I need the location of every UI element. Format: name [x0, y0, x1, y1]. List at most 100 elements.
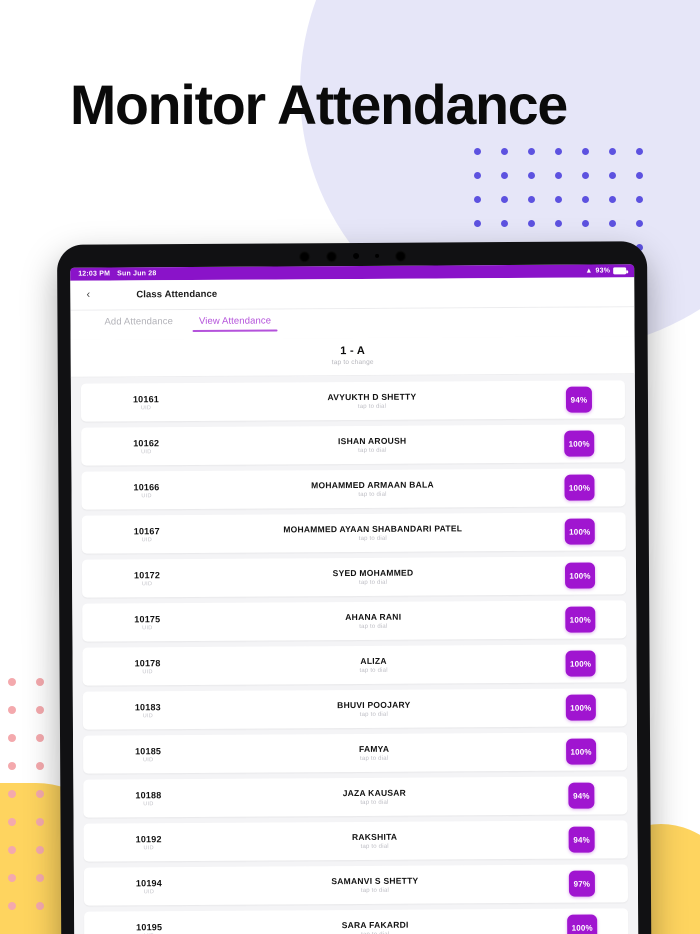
- student-uid-cell: 10161 UID: [91, 393, 201, 411]
- decorative-dot: [36, 902, 44, 910]
- table-row[interactable]: 10175 UID AHANA RANI tap to dial 100%: [82, 600, 627, 642]
- student-name-cell[interactable]: MOHAMMED AYAAN SHABANDARI PATEL tap to di…: [202, 523, 544, 543]
- student-uid-value: 10161: [132, 393, 159, 404]
- status-badge[interactable]: 97%: [568, 870, 595, 897]
- student-uid-value: 10192: [135, 833, 162, 844]
- device-sensor-array: [57, 248, 647, 264]
- back-chevron-icon[interactable]: ‹: [86, 288, 91, 301]
- attendance-percent-cell: 100%: [543, 474, 615, 501]
- decorative-dot: [8, 762, 16, 770]
- class-selector[interactable]: 1 - A tap to change: [70, 336, 635, 378]
- table-row[interactable]: 10194 UID SAMANVI S SHETTY tap to dial 97%: [83, 864, 629, 906]
- student-attendance-list[interactable]: 10161 UID AVYUKTH D SHETTY tap to dial 94% 10…: [70, 374, 639, 934]
- student-name-cell[interactable]: AHANA RANI tap to dial: [202, 611, 544, 631]
- student-name-cell[interactable]: JAZA KAUSAR tap to dial: [203, 787, 545, 807]
- decorative-dot: [8, 874, 16, 882]
- camera-icon: [298, 250, 310, 262]
- status-badge[interactable]: 100%: [567, 914, 597, 934]
- student-uid-label: UID: [142, 712, 154, 719]
- indicator-light-icon: [352, 252, 359, 259]
- student-uid-cell: 10172 UID: [92, 569, 202, 587]
- student-name-cell[interactable]: ISHAN AROUSH tap to dial: [201, 435, 543, 455]
- student-name-cell[interactable]: ALIZA tap to dial: [203, 655, 545, 675]
- dial-hint-label: tap to dial: [359, 711, 389, 718]
- student-name-cell[interactable]: AVYUKTH D SHETTY tap to dial: [201, 391, 543, 411]
- student-uid-label: UID: [140, 404, 152, 411]
- student-uid-cell: 10167 UID: [92, 525, 202, 543]
- table-row[interactable]: 10192 UID RAKSHITA tap to dial 94%: [83, 820, 628, 862]
- student-uid-value: 10183: [134, 701, 161, 712]
- dial-hint-label: tap to dial: [360, 843, 389, 850]
- status-badge[interactable]: 100%: [564, 430, 594, 457]
- student-name-cell[interactable]: SAMANVI S SHETTY tap to dial: [204, 875, 546, 895]
- student-name-cell[interactable]: FAMYA tap to dial: [203, 743, 545, 763]
- student-uid-cell: 10175 UID: [92, 613, 202, 631]
- dial-hint-label: tap to dial: [357, 403, 387, 410]
- table-row[interactable]: 10162 UID ISHAN AROUSH tap to dial 100%: [81, 424, 626, 466]
- decorative-dot: [36, 678, 44, 686]
- device-screen: 12:03 PM Sun Jun 28 ▲ 93% ‹ Class Attend…: [70, 264, 639, 934]
- student-name-cell[interactable]: MOHAMMED ARMAAN BALA tap to dial: [201, 479, 543, 499]
- student-name-value: JAZA KAUSAR: [342, 787, 407, 799]
- dial-hint-label: tap to dial: [360, 887, 390, 894]
- tab-view-attendance[interactable]: View Attendance: [193, 315, 277, 332]
- decorative-dot: [582, 196, 589, 203]
- student-uid-label: UID: [142, 668, 153, 675]
- tab-add-attendance[interactable]: Add Attendance: [104, 316, 173, 328]
- status-badge[interactable]: 94%: [565, 386, 593, 413]
- dial-hint-label: tap to dial: [359, 623, 388, 630]
- decorative-dot: [8, 790, 16, 798]
- status-badge[interactable]: 100%: [565, 518, 595, 545]
- student-name-cell[interactable]: SYED MOHAMMED tap to dial: [202, 567, 544, 587]
- table-row[interactable]: 10195UIDSARA FAKARDItap to dial 100%: [84, 908, 629, 934]
- decorative-dot: [636, 148, 643, 155]
- student-uid-value: 10167: [133, 525, 160, 536]
- decorative-dot: [555, 148, 562, 155]
- status-badge[interactable]: 100%: [566, 738, 596, 765]
- student-name-cell[interactable]: RAKSHITA tap to dial: [204, 831, 546, 851]
- status-badge[interactable]: 100%: [565, 606, 596, 633]
- tablet-device-frame: 12:03 PM Sun Jun 28 ▲ 93% ‹ Class Attend…: [57, 241, 652, 934]
- table-row[interactable]: 10183 UID BHUVI POOJARY tap to dial 100%: [82, 688, 627, 730]
- table-row[interactable]: 10185 UID FAMYA tap to dial 100%: [83, 732, 628, 774]
- status-badge[interactable]: 94%: [568, 826, 595, 853]
- decorative-dot: [609, 148, 616, 155]
- student-name-value: BHUVI POOJARY: [337, 699, 411, 711]
- decorative-dot: [609, 196, 616, 203]
- student-uid-value: 10185: [135, 745, 162, 756]
- status-badge[interactable]: 100%: [565, 562, 595, 589]
- attendance-percent-cell: 100%: [544, 518, 616, 545]
- decorative-dot: [636, 172, 643, 179]
- student-uid-cell: 10162 UID: [91, 437, 201, 455]
- student-uid-value: 10178: [134, 657, 161, 668]
- page-title: Monitor Attendance: [70, 73, 568, 136]
- dial-hint-label: tap to dial: [358, 447, 387, 454]
- student-uid-cell: 10178 UID: [93, 657, 203, 675]
- decorative-dot: [474, 220, 481, 227]
- student-name-value: FAMYA: [358, 743, 390, 754]
- status-badge[interactable]: 100%: [564, 474, 595, 501]
- status-badge[interactable]: 100%: [566, 694, 596, 721]
- student-name-value: SARA FAKARDI: [341, 919, 409, 931]
- student-uid-cell: 10195UID: [94, 921, 204, 934]
- student-uid-value: 10162: [133, 437, 160, 448]
- decorative-dot: [8, 818, 16, 826]
- decorative-dot: [36, 762, 44, 770]
- table-row[interactable]: 10161 UID AVYUKTH D SHETTY tap to dial 94%: [80, 380, 626, 422]
- table-row[interactable]: 10166 UID MOHAMMED ARMAAN BALA tap to dial 1…: [81, 468, 626, 510]
- table-row[interactable]: 10178 UID ALIZA tap to dial 100%: [82, 644, 627, 686]
- table-row[interactable]: 10172 UID SYED MOHAMMED tap to dial 100%: [81, 556, 627, 598]
- decorative-dot: [8, 902, 16, 910]
- student-name-value: MOHAMMED ARMAAN BALA: [311, 479, 434, 491]
- table-row[interactable]: 10167 UID MOHAMMED AYAAN SHABANDARI PATEL t…: [81, 512, 626, 554]
- student-uid-cell: 10188 UID: [93, 789, 203, 807]
- microphone-icon: [374, 253, 379, 258]
- student-name-value: ISHAN AROUSH: [338, 435, 407, 447]
- student-name-cell[interactable]: BHUVI POOJARY tap to dial: [203, 699, 545, 719]
- table-row[interactable]: 10188 UID JAZA KAUSAR tap to dial 94%: [83, 776, 628, 818]
- student-name-cell[interactable]: SARA FAKARDItap to dial: [204, 919, 546, 934]
- front-camera-icon: [394, 250, 406, 262]
- status-badge[interactable]: 100%: [565, 650, 596, 677]
- student-uid-cell: 10166 UID: [91, 481, 201, 499]
- status-badge[interactable]: 94%: [568, 782, 595, 809]
